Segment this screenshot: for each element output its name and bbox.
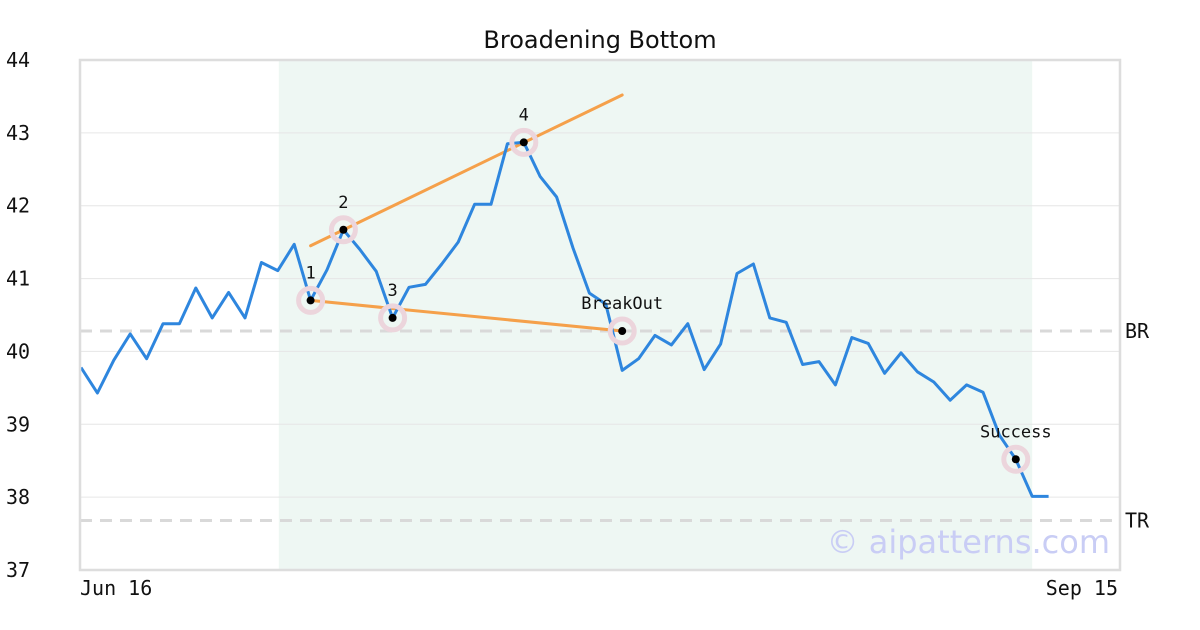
grid-layer [80, 132, 1120, 498]
plot-frame [78, 58, 1122, 572]
point-label: Success [980, 422, 1052, 442]
point-label: 1 [305, 263, 315, 283]
trendlines-layer [309, 93, 624, 333]
reference-labels: BR TR [1125, 319, 1150, 532]
reference-lines-layer [80, 329, 1120, 522]
point-marker [1011, 455, 1020, 464]
series-layer [79, 140, 1049, 498]
point-halo [1001, 444, 1031, 474]
point-marker [339, 225, 348, 234]
point-label: BreakOut [581, 294, 663, 314]
watermark: © aipatterns.com [827, 523, 1110, 561]
y-tick-label: 42 [6, 194, 30, 218]
y-tick-label: 44 [6, 48, 30, 72]
point-halo [378, 303, 408, 333]
point-halo [509, 127, 539, 157]
y-tick-label: 41 [6, 267, 30, 291]
price-line [79, 140, 1049, 498]
point-marker [388, 313, 397, 322]
point-halo [607, 316, 637, 346]
x-axis-ticks: Jun 16 Sep 15 [80, 576, 1118, 600]
y-tick-label: 38 [6, 485, 30, 509]
point-marker [618, 327, 627, 336]
x-tick-label: Sep 15 [1046, 576, 1118, 600]
y-tick-label: 40 [6, 339, 30, 363]
chart-title: Broadening Bottom [483, 26, 716, 54]
y-tick-label: 37 [6, 558, 30, 582]
x-tick-label: Jun 16 [80, 576, 152, 600]
point-marker [306, 296, 315, 305]
y-tick-label: 43 [6, 121, 30, 145]
y-axis-ticks: 37 38 39 40 41 42 43 44 [6, 48, 30, 582]
trendline [309, 298, 624, 333]
point-label: 2 [338, 193, 348, 213]
point-halo [328, 215, 358, 245]
points-layer: 1 2 3 4 BreakOut Success [296, 105, 1052, 474]
y-tick-label: 39 [6, 412, 30, 436]
point-label: 4 [519, 105, 529, 125]
point-label: 3 [387, 281, 397, 301]
trendline [309, 93, 624, 248]
reference-label: TR [1125, 508, 1150, 532]
point-marker [519, 138, 528, 147]
reference-label: BR [1125, 319, 1150, 343]
point-halo [296, 285, 326, 315]
